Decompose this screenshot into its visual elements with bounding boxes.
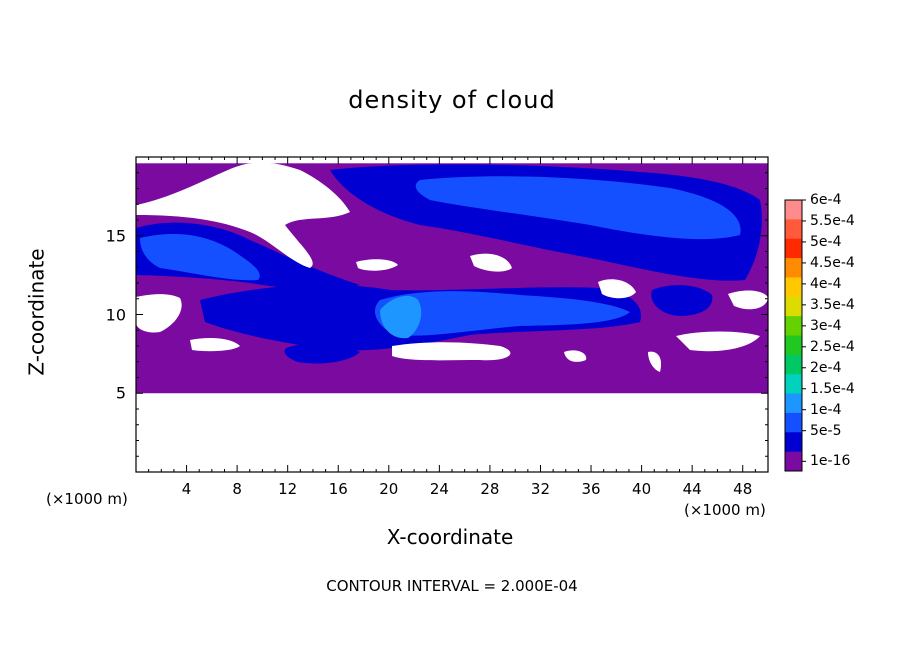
- clear-air-gap-3: [190, 338, 240, 352]
- colorbar-label: 1e-16: [810, 453, 851, 470]
- density-region-7: [380, 295, 422, 339]
- x-tick-label: 8: [232, 480, 242, 498]
- x-tick-label: 32: [530, 480, 551, 498]
- x-tick-label: 24: [429, 480, 449, 498]
- clear-air-gap-1: [136, 162, 350, 268]
- colorbar-label: 3.5e-4: [810, 296, 855, 313]
- contour-interval-note: CONTOUR INTERVAL = 2.000E-04: [326, 577, 578, 595]
- colorbar-label: 1e-4: [810, 401, 842, 418]
- density-region-9: [284, 343, 360, 364]
- x-tick-label: 28: [480, 480, 500, 498]
- clear-air-gap-9: [728, 290, 768, 310]
- y-axis-label: Z-coordinate: [24, 248, 49, 376]
- colorbar: [784, 199, 806, 472]
- x-tick-label: 44: [682, 480, 702, 498]
- clear-air-gap-2: [136, 294, 182, 333]
- x-tick-label: 36: [581, 480, 601, 498]
- density-region-4: [140, 234, 260, 281]
- density-region-8: [651, 285, 713, 316]
- clear-air-gap-11: [648, 351, 662, 372]
- colorbar-swatch-3: [785, 258, 802, 278]
- x-axis-ticks: [148, 157, 756, 472]
- colorbar-label: 4e-4: [810, 275, 842, 292]
- y-tick-label: 15: [105, 226, 126, 246]
- x-tick-label: 40: [632, 480, 652, 498]
- x-tick-label: 12: [278, 480, 298, 498]
- clear-air-gap-7: [598, 279, 636, 299]
- density-region-6: [375, 291, 630, 336]
- colorbar-label: 6e-4: [810, 192, 842, 208]
- colorbar-swatch-7: [785, 335, 802, 356]
- colorbar-swatch-6: [785, 316, 802, 336]
- x-axis-unit: (×1000 m): [684, 501, 766, 519]
- density-field: [136, 162, 768, 394]
- colorbar-swatch-0: [785, 200, 802, 220]
- colorbar-label: 5e-4: [810, 233, 842, 250]
- colorbar-label: 2e-4: [810, 359, 842, 376]
- x-tick-label: 16: [328, 480, 348, 498]
- chart-title: density of cloud: [348, 86, 556, 114]
- colorbar-label: 5e-5: [810, 422, 842, 439]
- x-tick-label: 20: [379, 480, 399, 498]
- colorbar-swatch-9: [785, 374, 802, 395]
- colorbar-frame: [784, 199, 803, 472]
- colorbar-swatch-10: [785, 393, 802, 414]
- colorbar-label: 4.5e-4: [810, 254, 855, 271]
- y-tick-label: 5: [115, 383, 126, 403]
- x-axis-label: X-coordinate: [386, 525, 514, 549]
- clear-air-gap-8: [676, 331, 760, 352]
- y-tick-label: 10: [105, 305, 126, 324]
- clear-air-gap-5: [470, 253, 512, 272]
- colorbar-label: 3e-4: [810, 317, 842, 334]
- colorbar-label: 5.5e-4: [810, 212, 855, 229]
- clear-air-gap-10: [564, 350, 587, 362]
- colorbar-label: 1.5e-4: [810, 380, 855, 397]
- y-axis-unit: (×1000 m): [46, 490, 128, 508]
- colorbar-swatch-11: [785, 412, 802, 433]
- colorbar-label: 2.5e-4: [810, 338, 855, 355]
- colorbar-swatch-2: [785, 238, 802, 259]
- clear-air-gap-4: [356, 259, 398, 271]
- colorbar-swatch-12: [785, 432, 802, 453]
- colorbar-swatch-5: [785, 296, 802, 317]
- x-tick-label: 48: [733, 480, 753, 498]
- colorbar-swatch-13: [785, 451, 802, 472]
- colorbar-swatch-8: [785, 354, 802, 375]
- density-region-2: [415, 176, 741, 240]
- colorbar-swatch-4: [785, 277, 802, 298]
- x-tick-label: 4: [181, 480, 192, 498]
- colorbar-swatch-1: [785, 219, 802, 240]
- y-axis-ticks: [136, 172, 768, 457]
- clear-air-gap-6: [392, 342, 511, 361]
